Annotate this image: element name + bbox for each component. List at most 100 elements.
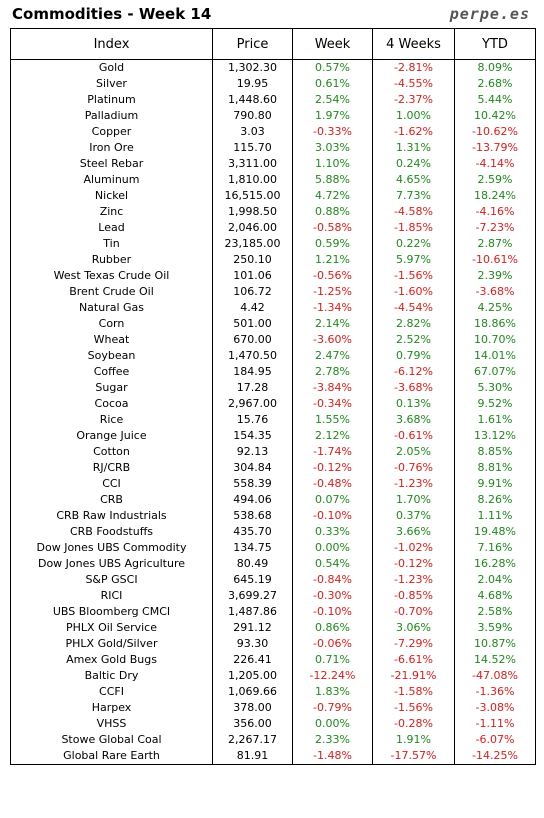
4-weeks-cell: 5.97% <box>372 252 455 268</box>
table-row: VHSS 356.00 0.00% -0.28% -1.11% <box>10 716 536 732</box>
week-cell: 0.88% <box>292 204 373 220</box>
table-row: CCI 558.39 -0.48% -1.23% 9.91% <box>10 476 536 492</box>
price-cell: 2,046.00 <box>212 220 293 236</box>
price-cell: 494.06 <box>212 492 293 508</box>
table-row: Stowe Global Coal 2,267.17 2.33% 1.91% -6.07… <box>10 732 536 748</box>
week-cell: -0.06% <box>292 636 373 652</box>
price-cell: 356.00 <box>212 716 293 732</box>
table-row: Silver 19.95 0.61% -4.55% 2.68% <box>10 76 536 92</box>
4-weeks-cell: 2.52% <box>372 332 455 348</box>
4-weeks-cell: -6.12% <box>372 364 455 380</box>
table-row: Global Rare Earth 81.91 -1.48% -17.57% -14.2… <box>10 748 536 765</box>
week-cell: -0.10% <box>292 508 373 524</box>
ytd-cell: 14.52% <box>454 652 536 668</box>
week-cell: -3.84% <box>292 380 373 396</box>
price-cell: 1,998.50 <box>212 204 293 220</box>
4-weeks-cell: -0.76% <box>372 460 455 476</box>
price-cell: 101.06 <box>212 268 293 284</box>
ytd-cell: 5.44% <box>454 92 536 108</box>
4-weeks-cell: -4.54% <box>372 300 455 316</box>
ytd-cell: 8.26% <box>454 492 536 508</box>
index-cell: Steel Rebar <box>10 156 213 172</box>
price-cell: 538.68 <box>212 508 293 524</box>
table-row: Amex Gold Bugs 226.41 0.71% -6.61% 14.52% <box>10 652 536 668</box>
table-row: CRB Foodstuffs 435.70 0.33% 3.66% 19.48% <box>10 524 536 540</box>
4-weeks-cell: -0.61% <box>372 428 455 444</box>
week-cell: -0.30% <box>292 588 373 604</box>
index-cell: RJ/CRB <box>10 460 213 476</box>
index-cell: Dow Jones UBS Commodity <box>10 540 213 556</box>
table-row: UBS Bloomberg CMCI 1,487.86 -0.10% -0.70% 2.… <box>10 604 536 620</box>
index-cell: Harpex <box>10 700 213 716</box>
table-row: Palladium 790.80 1.97% 1.00% 10.42% <box>10 108 536 124</box>
week-cell: 0.00% <box>292 540 373 556</box>
ytd-cell: 10.87% <box>454 636 536 652</box>
price-cell: 19.95 <box>212 76 293 92</box>
index-cell: Iron Ore <box>10 140 213 156</box>
table-row: Lead 2,046.00 -0.58% -1.85% -7.23% <box>10 220 536 236</box>
week-cell: -0.33% <box>292 124 373 140</box>
4-weeks-cell: -1.62% <box>372 124 455 140</box>
week-cell: 0.33% <box>292 524 373 540</box>
index-cell: UBS Bloomberg CMCI <box>10 604 213 620</box>
4-weeks-cell: -1.58% <box>372 684 455 700</box>
index-cell: CRB Foodstuffs <box>10 524 213 540</box>
table-row: CRB Raw Industrials 538.68 -0.10% 0.37% 1.11… <box>10 508 536 524</box>
week-cell: -0.12% <box>292 460 373 476</box>
ytd-cell: -3.08% <box>454 700 536 716</box>
table-row: Wheat 670.00 -3.60% 2.52% 10.70% <box>10 332 536 348</box>
column-header-index: Index <box>10 28 213 60</box>
ytd-cell: 10.70% <box>454 332 536 348</box>
week-cell: 2.12% <box>292 428 373 444</box>
week-cell: -1.34% <box>292 300 373 316</box>
4-weeks-cell: 0.37% <box>372 508 455 524</box>
ytd-cell: 8.09% <box>454 59 536 76</box>
index-cell: Brent Crude Oil <box>10 284 213 300</box>
index-cell: Tin <box>10 236 213 252</box>
4-weeks-cell: 3.66% <box>372 524 455 540</box>
index-cell: Amex Gold Bugs <box>10 652 213 668</box>
index-cell: Rubber <box>10 252 213 268</box>
week-cell: 2.14% <box>292 316 373 332</box>
4-weeks-cell: 3.06% <box>372 620 455 636</box>
table-row: Tin 23,185.00 0.59% 0.22% 2.87% <box>10 236 536 252</box>
4-weeks-cell: 0.22% <box>372 236 455 252</box>
4-weeks-cell: -0.12% <box>372 556 455 572</box>
index-cell: Cotton <box>10 444 213 460</box>
index-cell: Stowe Global Coal <box>10 732 213 748</box>
4-weeks-cell: -4.55% <box>372 76 455 92</box>
column-header-4-weeks: 4 Weeks <box>372 28 455 60</box>
4-weeks-cell: 4.65% <box>372 172 455 188</box>
index-cell: Lead <box>10 220 213 236</box>
index-cell: Zinc <box>10 204 213 220</box>
week-cell: 0.86% <box>292 620 373 636</box>
ytd-cell: 1.61% <box>454 412 536 428</box>
table-row: S&P GSCI 645.19 -0.84% -1.23% 2.04% <box>10 572 536 588</box>
4-weeks-cell: -0.70% <box>372 604 455 620</box>
index-cell: Cocoa <box>10 396 213 412</box>
ytd-cell: 67.07% <box>454 364 536 380</box>
table-row: CRB 494.06 0.07% 1.70% 8.26% <box>10 492 536 508</box>
4-weeks-cell: -1.60% <box>372 284 455 300</box>
price-cell: 3.03 <box>212 124 293 140</box>
ytd-cell: 19.48% <box>454 524 536 540</box>
ytd-cell: -13.79% <box>454 140 536 156</box>
column-header-week: Week <box>292 28 373 60</box>
week-cell: 5.88% <box>292 172 373 188</box>
ytd-cell: 5.30% <box>454 380 536 396</box>
table-row: Nickel 16,515.00 4.72% 7.73% 18.24% <box>10 188 536 204</box>
4-weeks-cell: -1.02% <box>372 540 455 556</box>
table-row: Sugar 17.28 -3.84% -3.68% 5.30% <box>10 380 536 396</box>
price-cell: 2,267.17 <box>212 732 293 748</box>
table-row: RICI 3,699.27 -0.30% -0.85% 4.68% <box>10 588 536 604</box>
price-cell: 80.49 <box>212 556 293 572</box>
ytd-cell: -7.23% <box>454 220 536 236</box>
ytd-cell: -1.36% <box>454 684 536 700</box>
index-cell: Silver <box>10 76 213 92</box>
index-cell: CRB <box>10 492 213 508</box>
index-cell: Aluminum <box>10 172 213 188</box>
4-weeks-cell: 3.68% <box>372 412 455 428</box>
index-cell: VHSS <box>10 716 213 732</box>
4-weeks-cell: 1.70% <box>372 492 455 508</box>
4-weeks-cell: 0.79% <box>372 348 455 364</box>
